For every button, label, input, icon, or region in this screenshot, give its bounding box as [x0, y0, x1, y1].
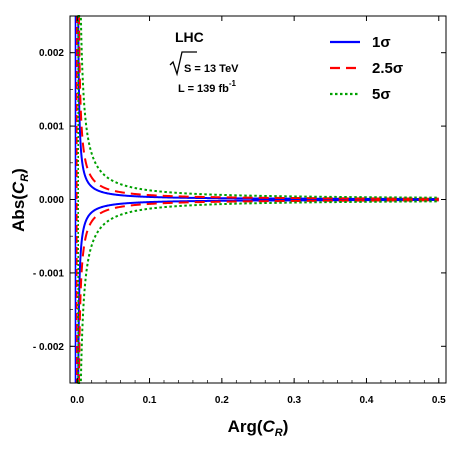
- sqrt-symbol: [169, 51, 197, 77]
- series-line-upper: [77, 15, 439, 200]
- left-vertical-band: [74, 16, 79, 383]
- y-tick-label: - 0.002: [33, 342, 65, 353]
- y-tick-label: - 0.001: [33, 268, 65, 279]
- y-axis-title: Abs(CR): [9, 168, 31, 232]
- luminosity-label: L = 139 fb-1: [178, 79, 237, 95]
- annotation: LHC S = 13 TeV L = 139 fb-1: [169, 29, 239, 95]
- legend: 1σ 2.5σ 5σ: [330, 34, 403, 103]
- collider-label: LHC: [175, 29, 204, 45]
- luminosity-text: L = 139 fb: [178, 83, 229, 95]
- x-tick-label: 0.2: [215, 395, 229, 406]
- x-axis-title: Arg(CR): [228, 417, 289, 439]
- series-line-lower: [77, 199, 439, 384]
- y-tick-label: 0.001: [39, 122, 64, 133]
- x-tick-label: 0.3: [287, 395, 301, 406]
- x-tick-label: 0.4: [360, 395, 374, 406]
- legend-label: 1σ: [372, 34, 391, 51]
- x-tick-label: 0.0: [70, 395, 84, 406]
- x-tick-label: 0.1: [143, 395, 157, 406]
- curves: [77, 15, 439, 384]
- y-tick-label: 0.000: [39, 195, 64, 206]
- energy-label: S = 13 TeV: [184, 63, 239, 75]
- y-axis-ticks: 0.002 0.001 0.000 - 0.001 - 0.002: [33, 15, 446, 384]
- luminosity-exponent: -1: [229, 79, 237, 88]
- y-tick-label: 0.002: [39, 48, 64, 59]
- x-tick-label: 0.5: [432, 395, 446, 406]
- x-axis-ticks: 0.0 0.1 0.2 0.3 0.4 0.5: [70, 16, 446, 406]
- legend-label: 5σ: [372, 86, 391, 103]
- series-line-lower: [77, 200, 439, 384]
- series-line-lower: [77, 199, 439, 384]
- legend-label: 2.5σ: [372, 60, 403, 77]
